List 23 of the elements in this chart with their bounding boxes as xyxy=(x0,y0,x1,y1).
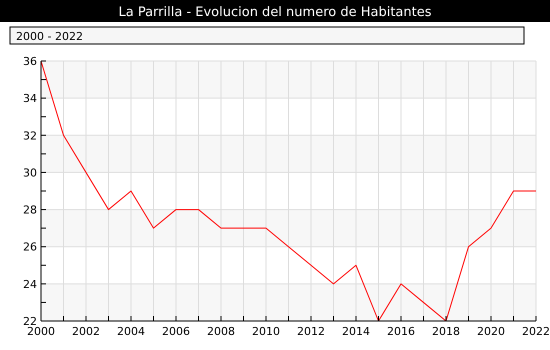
x-tick-label: 2012 xyxy=(297,325,325,338)
x-tick-label: 2008 xyxy=(207,325,235,338)
chart-title: La Parrilla - Evolucion del numero de Habitantes xyxy=(118,5,432,20)
x-tick-label: 2020 xyxy=(477,325,505,338)
y-tick-label: 32 xyxy=(23,129,37,142)
y-tick-label: 28 xyxy=(23,204,37,217)
x-tick-label: 2006 xyxy=(162,325,190,338)
x-tick-label: 2014 xyxy=(342,325,370,338)
chart-subtitle: 2000 - 2022 xyxy=(16,30,83,43)
y-tick-label: 30 xyxy=(23,166,37,180)
x-tick-label: 2018 xyxy=(432,325,460,338)
y-tick-label: 22 xyxy=(23,315,37,328)
y-tick-label: 34 xyxy=(23,92,37,106)
y-tick-label: 24 xyxy=(23,278,37,291)
x-tick-label: 2002 xyxy=(72,325,100,338)
x-tick-label: 2004 xyxy=(117,325,145,338)
y-tick-label: 36 xyxy=(23,55,37,68)
x-tick-label: 2000 xyxy=(27,325,55,338)
line-series xyxy=(40,60,536,322)
y-tick-label: 26 xyxy=(23,240,37,254)
x-tick-label: 2022 xyxy=(522,325,550,338)
x-tick-label: 2010 xyxy=(252,325,280,338)
x-tick-label: 2016 xyxy=(387,325,415,338)
